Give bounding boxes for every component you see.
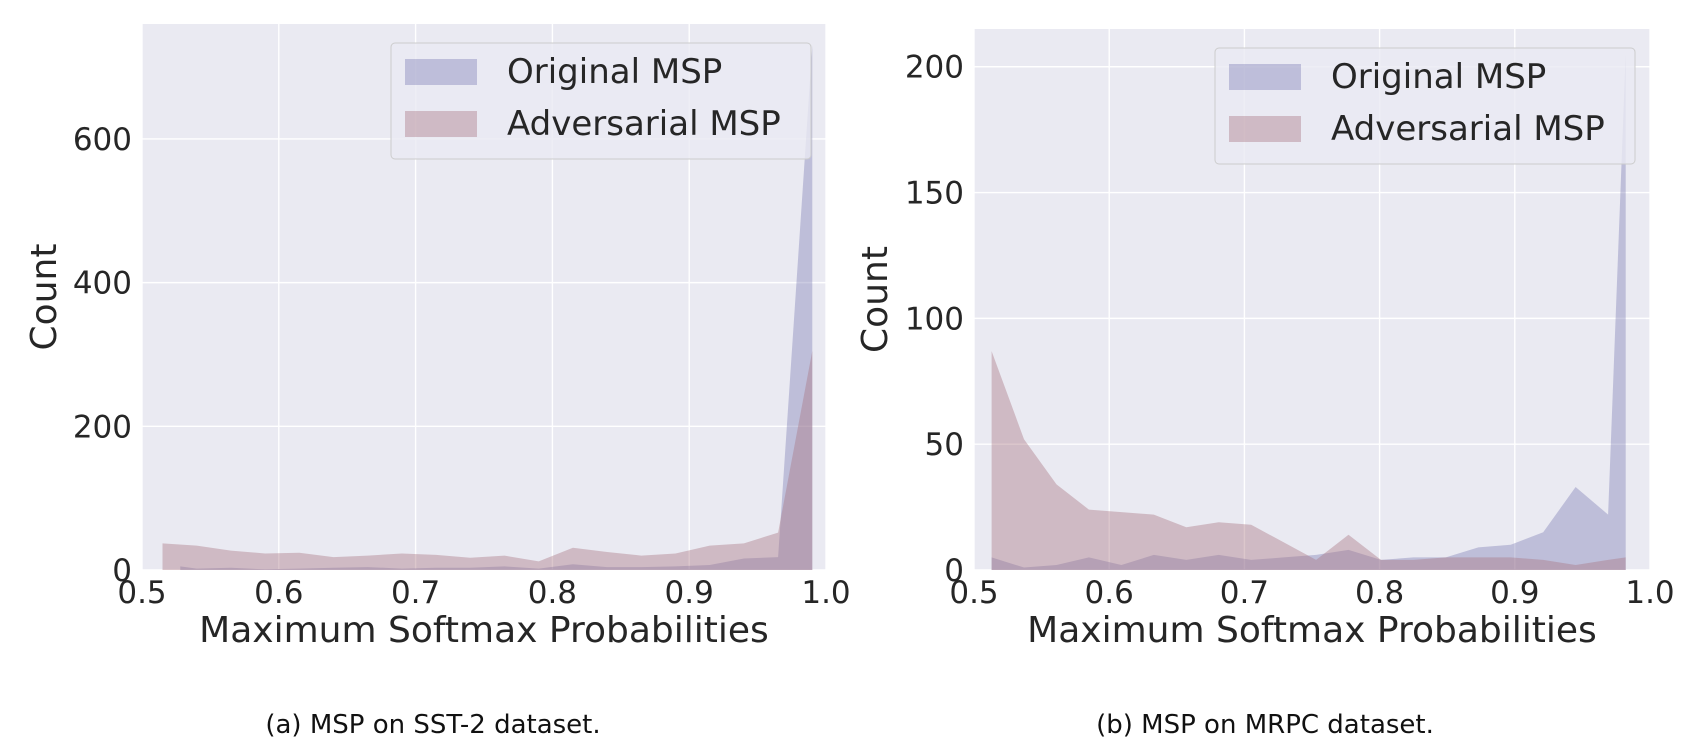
legend-swatch-original-msp <box>405 59 477 85</box>
y-tick-label: 200 <box>73 409 132 445</box>
y-tick-label: 600 <box>73 122 132 158</box>
x-tick-label: 0.6 <box>254 575 303 611</box>
series-area-adversarial-msp <box>162 350 813 570</box>
y-axis-label: Count <box>24 244 65 351</box>
legend-label-adversarial-msp: Adversarial MSP <box>507 104 781 144</box>
y-tick-label: 400 <box>73 266 132 302</box>
x-tick-label: 0.7 <box>391 575 440 611</box>
legend-swatch-adversarial-msp <box>1229 116 1301 142</box>
y-tick-label: 0 <box>112 553 132 589</box>
x-axis-label: Maximum Softmax Probabilities <box>1027 610 1597 651</box>
legend-label-adversarial-msp: Adversarial MSP <box>1331 109 1605 149</box>
legend: Original MSP Adversarial MSP <box>1214 47 1636 165</box>
x-tick-label: 0.5 <box>117 575 166 611</box>
x-tick-label: 0.8 <box>1355 575 1404 611</box>
legend-box <box>1214 47 1636 165</box>
legend-swatch-original-msp <box>1229 64 1301 90</box>
x-tick-label: 0.8 <box>528 575 577 611</box>
legend-box <box>390 42 812 160</box>
x-tick-label: 0.5 <box>949 575 998 611</box>
x-tick-label: 0.6 <box>1085 575 1134 611</box>
series-area-adversarial-msp <box>991 351 1626 570</box>
x-axis-label: Maximum Softmax Probabilities <box>199 610 769 651</box>
x-tick-label: 0.9 <box>665 575 714 611</box>
x-tick-label: 0.7 <box>1220 575 1269 611</box>
legend-label-original-msp: Original MSP <box>507 52 722 92</box>
caption-panel-b: (b) MSP on MRPC dataset. <box>1096 710 1434 740</box>
y-tick-label: 50 <box>925 427 964 463</box>
x-tick-label: 1.0 <box>1625 575 1674 611</box>
y-axis-label: Count <box>855 246 896 353</box>
legend: Original MSP Adversarial MSP <box>390 42 812 160</box>
caption-panel-a: (a) MSP on SST-2 dataset. <box>265 710 601 740</box>
y-tick-label: 0 <box>944 553 964 589</box>
chart-panel-b: 0.5 0.6 0.7 0.8 0.9 1.0 0 50 100 150 200 Maximum So… <box>855 29 1675 651</box>
legend-swatch-adversarial-msp <box>405 111 477 137</box>
x-tick-label: 1.0 <box>801 575 850 611</box>
y-tick-label: 100 <box>905 301 964 337</box>
legend-label-original-msp: Original MSP <box>1331 57 1546 97</box>
chart-panel-a: 0.5 0.6 0.7 0.8 0.9 1.0 0 200 400 600 Maximum Soft… <box>24 24 851 651</box>
series-area-original-msp <box>991 54 1626 570</box>
y-tick-label: 200 <box>905 50 964 86</box>
x-tick-label: 0.9 <box>1490 575 1539 611</box>
y-tick-label: 150 <box>905 176 964 212</box>
